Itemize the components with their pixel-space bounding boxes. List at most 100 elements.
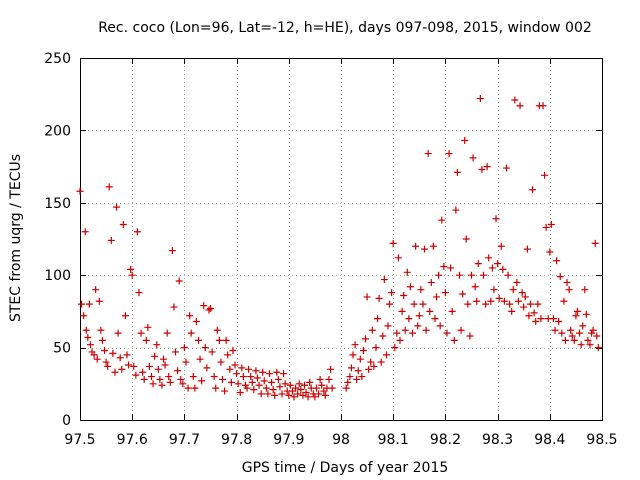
data-point: [95, 297, 103, 305]
data-point: [140, 375, 148, 383]
data-point: [273, 368, 281, 376]
data-point: [187, 329, 195, 337]
data-point: [84, 333, 92, 341]
x-tick-label: 97.7: [169, 432, 200, 448]
data-point: [168, 247, 176, 255]
data-point: [555, 318, 563, 326]
data-point: [436, 322, 444, 330]
data-point: [509, 286, 517, 294]
data-point: [139, 368, 147, 376]
data-point: [165, 373, 173, 381]
data-point: [494, 260, 502, 268]
data-point: [523, 245, 531, 253]
data-point: [224, 351, 232, 359]
data-point: [553, 257, 561, 265]
data-point: [229, 346, 237, 354]
data-point: [476, 95, 484, 103]
data-point: [349, 351, 357, 359]
data-point: [149, 380, 157, 388]
data-point: [549, 315, 557, 323]
x-tick-label: 97.5: [64, 432, 95, 448]
data-point: [529, 186, 537, 194]
data-point: [92, 286, 100, 294]
data-point: [221, 387, 229, 395]
data-point: [516, 102, 524, 110]
data-point: [281, 380, 289, 388]
data-point: [380, 276, 388, 284]
data-point: [433, 293, 441, 301]
data-point: [85, 300, 93, 308]
data-point: [537, 315, 545, 323]
data-point: [440, 263, 448, 271]
grid-layer: [80, 58, 602, 420]
data-point: [285, 391, 293, 399]
data-point: [398, 307, 406, 315]
data-point: [297, 386, 305, 394]
data-point: [518, 289, 526, 297]
data-point: [464, 300, 472, 308]
data-point: [499, 265, 507, 273]
data-point: [377, 358, 385, 366]
data-point: [280, 370, 288, 378]
data-point: [286, 381, 294, 389]
data-point: [252, 367, 260, 375]
data-point: [210, 373, 218, 381]
data-point: [424, 150, 432, 158]
data-point: [166, 378, 174, 386]
data-point: [180, 344, 188, 352]
x-axis-label: GPS time / Days of year 2015: [242, 460, 449, 476]
data-point: [191, 384, 199, 392]
data-point: [156, 375, 164, 383]
data-point: [448, 307, 456, 315]
data-point: [551, 326, 559, 334]
data-point: [196, 355, 204, 363]
data-point: [342, 384, 350, 392]
data-point: [245, 365, 253, 373]
data-point: [391, 344, 399, 352]
data-point: [248, 378, 256, 386]
data-point: [163, 329, 171, 337]
data-point: [450, 336, 458, 344]
data-point: [109, 349, 117, 357]
data-point: [414, 322, 422, 330]
y-tick-label: 100: [44, 268, 71, 284]
x-tick-label: 98.3: [482, 432, 513, 448]
data-point: [81, 228, 89, 236]
data-point: [217, 358, 225, 366]
data-point: [478, 165, 486, 173]
data-point: [591, 239, 599, 247]
data-point: [205, 306, 213, 314]
data-point: [111, 368, 119, 376]
data-point: [513, 278, 521, 286]
data-point: [403, 268, 411, 276]
data-point: [125, 361, 133, 369]
data-point: [406, 283, 414, 291]
data-point: [427, 278, 435, 286]
data-point: [105, 183, 113, 191]
data-point: [389, 239, 397, 247]
data-point: [410, 300, 418, 308]
data-point: [271, 391, 279, 399]
data-point: [594, 344, 602, 352]
data-point: [558, 329, 566, 337]
data-point: [78, 300, 86, 308]
data-point: [495, 294, 503, 302]
data-point: [219, 375, 227, 383]
data-point: [453, 168, 461, 176]
data-point: [461, 137, 469, 145]
data-point: [530, 309, 538, 317]
data-point: [172, 348, 180, 356]
data-point: [473, 297, 481, 305]
data-point: [318, 381, 326, 389]
data-point: [127, 265, 135, 273]
data-point: [344, 378, 352, 386]
x-tick-label: 97.8: [221, 432, 252, 448]
chart-title: Rec. coco (Lon=96, Lat=-12, h=HE), days …: [98, 20, 592, 36]
data-point: [415, 312, 423, 320]
data-point: [86, 341, 94, 349]
x-tick-label: 98.2: [430, 432, 461, 448]
data-point: [474, 260, 482, 268]
data-point: [294, 390, 302, 398]
data-point: [174, 367, 182, 375]
